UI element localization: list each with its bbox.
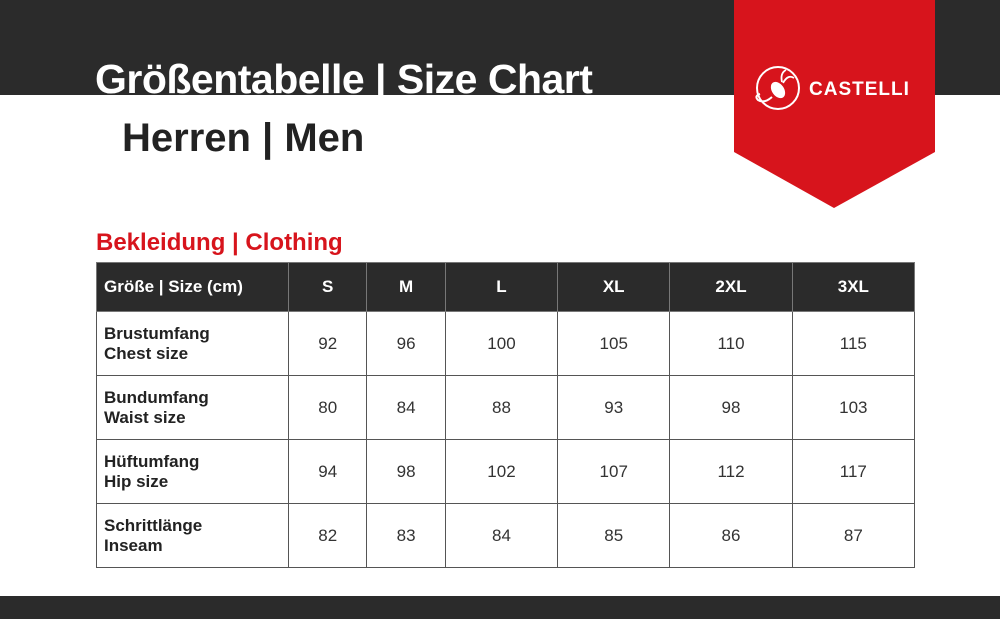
row-label: Hüftumfang Hip size: [96, 439, 289, 504]
section-title: Bekleidung | Clothing: [96, 229, 343, 256]
table-header-row: Größe | Size (cm) S M L XL 2XL 3XL: [96, 262, 916, 312]
size-header: 3XL: [791, 262, 916, 312]
row-label: Brustumfang Chest size: [96, 311, 289, 376]
size-header: L: [444, 262, 559, 312]
table-cell: 93: [557, 375, 671, 440]
table-cell: 110: [669, 311, 793, 376]
row-label-en: Chest size: [104, 343, 189, 363]
table-cell: 87: [791, 503, 916, 568]
table-cell: 105: [557, 311, 671, 376]
size-table: Größe | Size (cm) S M L XL 2XL 3XL Brust…: [96, 262, 916, 568]
table-cell: 98: [366, 439, 446, 504]
table-cell: 100: [444, 311, 559, 376]
table-row: Bundumfang Waist size 80 84 88 93 98 103: [96, 375, 916, 440]
row-label: Bundumfang Waist size: [96, 375, 289, 440]
row-label-de: Schrittlänge: [104, 515, 203, 535]
scorpion-icon: [755, 66, 800, 110]
row-label-de: Hüftumfang: [104, 451, 200, 471]
table-cell: 102: [444, 439, 559, 504]
table-cell: 86: [669, 503, 793, 568]
table-cell: 96: [366, 311, 446, 376]
page-title: Größentabelle | Size Chart: [95, 56, 593, 95]
row-label-de: Brustumfang: [104, 323, 210, 343]
table-cell: 94: [287, 439, 368, 504]
table-cell: 92: [287, 311, 368, 376]
table-cell: 103: [791, 375, 916, 440]
row-label-en: Waist size: [104, 407, 186, 427]
table-cell: 112: [669, 439, 793, 504]
size-header: 2XL: [669, 262, 793, 312]
table-cell: 84: [366, 375, 446, 440]
table-cell: 115: [791, 311, 916, 376]
table-cell: 82: [287, 503, 368, 568]
table-cell: 80: [287, 375, 368, 440]
table-cell: 85: [557, 503, 671, 568]
table-cell: 117: [791, 439, 916, 504]
table-cell: 88: [444, 375, 559, 440]
table-cell: 83: [366, 503, 446, 568]
table-cell: 98: [669, 375, 793, 440]
row-label: Schrittlänge Inseam: [96, 503, 289, 568]
table-row: Schrittlänge Inseam 82 83 84 85 86 87: [96, 503, 916, 568]
table-cell: 107: [557, 439, 671, 504]
brand-name: CASTELLI: [809, 79, 910, 100]
bottom-band: [0, 596, 1000, 619]
table-row: Brustumfang Chest size 92 96 100 105 110 115: [96, 311, 916, 376]
row-label-en: Inseam: [104, 535, 163, 555]
table-cell: 84: [444, 503, 559, 568]
row-label-de: Bundumfang: [104, 387, 209, 407]
castelli-logo-banner: CASTELLI: [734, 0, 935, 208]
page-subtitle: Herren | Men: [122, 116, 365, 160]
size-header: M: [366, 262, 446, 312]
table-row: Hüftumfang Hip size 94 98 102 107 112 117: [96, 439, 916, 504]
size-header: XL: [557, 262, 671, 312]
row-label-en: Hip size: [104, 471, 169, 491]
size-header: S: [287, 262, 368, 312]
size-header-label: Größe | Size (cm): [96, 262, 289, 312]
